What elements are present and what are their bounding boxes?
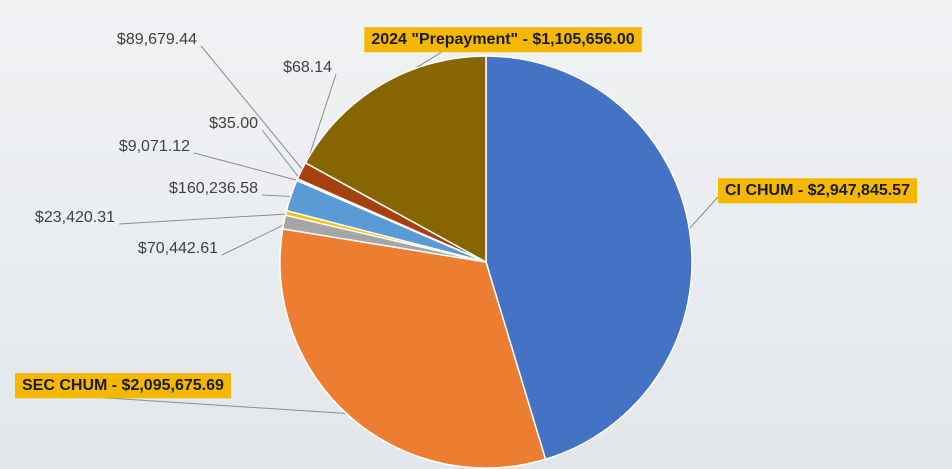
value-label: $70,442.61 xyxy=(138,240,218,257)
leader-line xyxy=(119,213,290,225)
value-label: SEC CHUM - $2,095,675.69 xyxy=(22,377,224,394)
value-label: $23,420.31 xyxy=(35,209,115,226)
leader-line xyxy=(221,222,289,256)
pie-slice xyxy=(304,55,487,264)
value-label: CI CHUM - $2,947,845.57 xyxy=(725,182,910,199)
value-label: $9,071.12 xyxy=(119,138,190,155)
label-box xyxy=(364,27,642,53)
label-box xyxy=(15,373,231,399)
slices xyxy=(279,55,693,469)
value-label: $68.14 xyxy=(283,59,332,76)
value-label: 2024 "Prepayment" - $1,105,656.00 xyxy=(371,31,634,48)
value-label: $89,679.44 xyxy=(117,31,197,48)
pie-slice xyxy=(279,228,547,469)
labels: CI CHUM - $2,947,845.57 SEC CHUM - $2,095… xyxy=(15,27,918,399)
leader-line xyxy=(261,129,302,181)
value-label: $35.00 xyxy=(209,115,258,132)
leader-line xyxy=(685,196,719,233)
pie-slice xyxy=(485,55,693,461)
leader-line xyxy=(193,152,301,182)
leader-line xyxy=(262,194,295,198)
value-label: $160,236.58 xyxy=(169,180,258,197)
leader-line xyxy=(200,45,306,173)
label-box xyxy=(718,178,918,204)
